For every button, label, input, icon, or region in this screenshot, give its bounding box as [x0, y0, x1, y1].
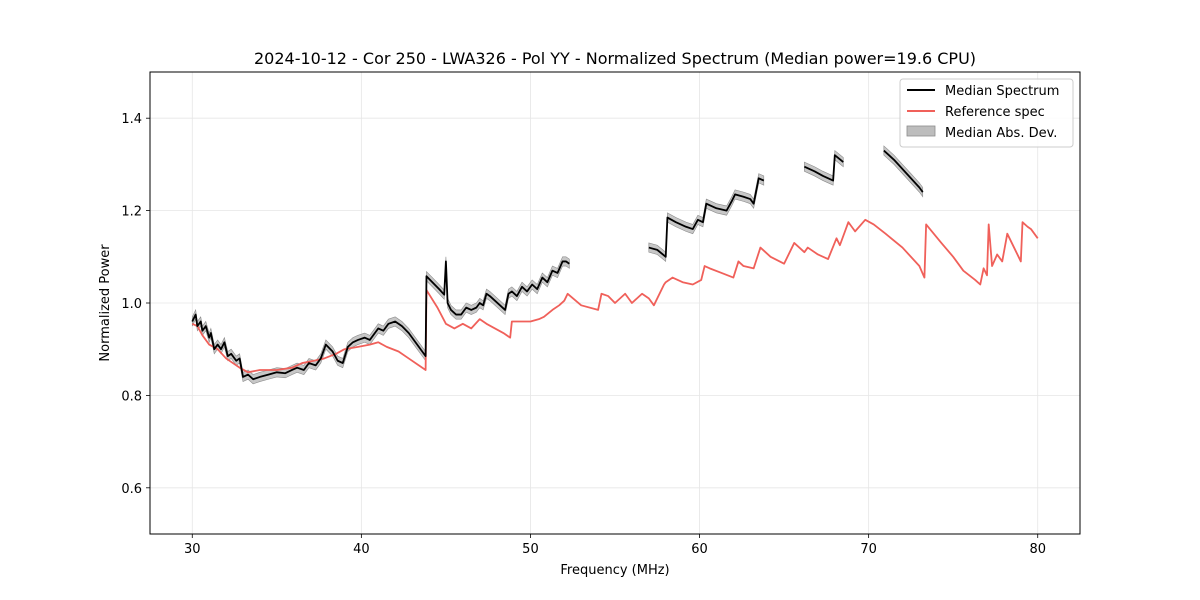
- legend-label-reference: Reference spec: [945, 105, 1045, 120]
- median-spectrum-line: [191, 260, 570, 381]
- median-series-group: [191, 149, 924, 381]
- x-tick-label: 60: [691, 542, 708, 557]
- legend-box: [899, 78, 1074, 148]
- median-spectrum-line: [883, 149, 924, 193]
- x-tick-label: 30: [184, 542, 201, 557]
- legend-swatch-mad: [906, 125, 936, 137]
- median-spectrum-line: [648, 177, 765, 258]
- legend-label-mad: Median Abs. Dev.: [945, 126, 1057, 141]
- y-tick-label: 1.4: [121, 112, 142, 127]
- y-tick-label: 1.0: [121, 297, 142, 312]
- x-tick-label: 80: [1029, 542, 1046, 557]
- x-tick-label: 40: [353, 542, 370, 557]
- reference-spectrum-line: [191, 218, 1039, 374]
- x-axis-label: Frequency (MHz): [560, 563, 669, 578]
- y-axis-label: Normalized Power: [98, 244, 113, 362]
- reference-series-group: [191, 218, 1039, 374]
- y-tick-label: 1.2: [121, 205, 142, 220]
- x-axis-ticks: 30 40 50 60 70 80: [184, 534, 1046, 557]
- chart-title: 2024-10-12 - Cor 250 - LWA326 - Pol YY -…: [254, 49, 976, 68]
- x-tick-label: 50: [522, 542, 539, 557]
- x-tick-label: 70: [860, 542, 877, 557]
- legend-label-median: Median Spectrum: [945, 84, 1059, 99]
- y-tick-label: 0.6: [121, 482, 142, 497]
- y-axis-ticks: 0.6 0.8 1.0 1.2 1.4: [121, 112, 150, 497]
- median-spectrum-line: [804, 154, 844, 182]
- y-tick-label: 0.8: [121, 389, 142, 404]
- legend: Median Spectrum Reference spec Median Ab…: [899, 78, 1074, 148]
